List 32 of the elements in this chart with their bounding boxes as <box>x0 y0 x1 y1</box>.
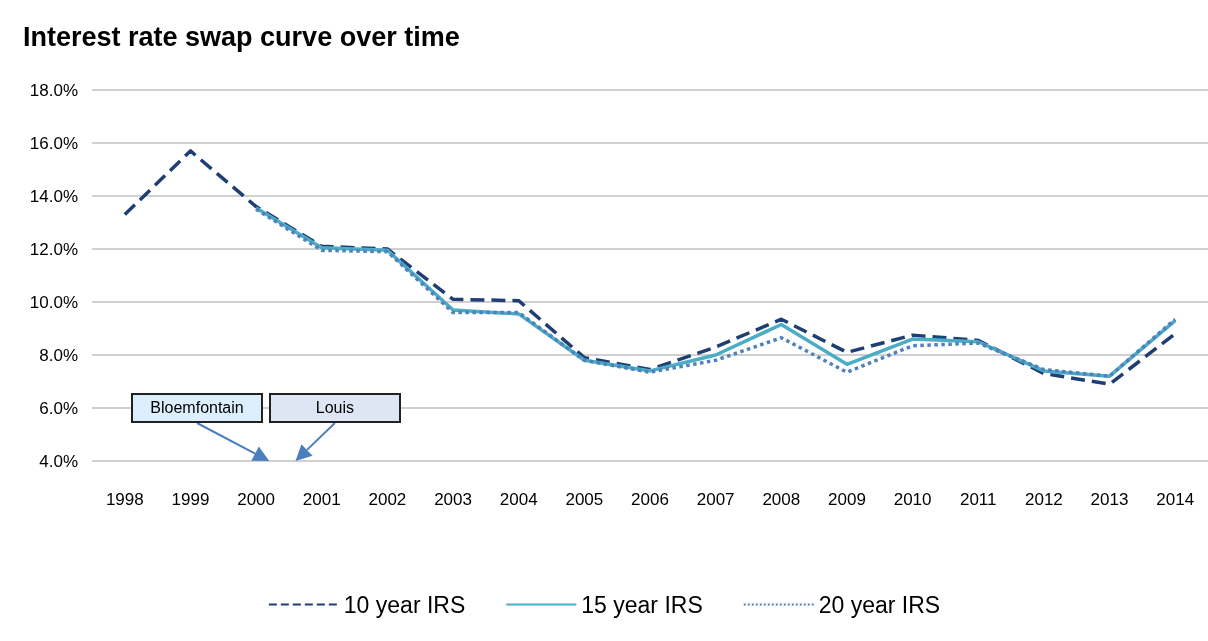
line-series <box>123 149 1177 386</box>
x-tick-label: 2002 <box>368 490 407 509</box>
y-tick-label: 10.0% <box>29 292 78 312</box>
y-tick-label: 18.0% <box>29 80 78 100</box>
x-tick-label: 2006 <box>631 490 669 509</box>
x-tick-label: 2009 <box>828 490 866 509</box>
y-tick-label: 6.0% <box>39 398 78 418</box>
y-tick-label: 16.0% <box>29 133 78 153</box>
chart-title: Interest rate swap curve over time <box>23 21 460 52</box>
x-tick-label: 2004 <box>499 490 538 509</box>
legend-label: 20 year IRS <box>818 591 941 618</box>
y-tick-label: 4.0% <box>39 451 78 471</box>
x-tick-label: 2007 <box>696 490 735 509</box>
y-tick-label: 14.0% <box>29 186 78 206</box>
x-tick-label: 1998 <box>105 490 144 509</box>
legend-label: 10 year IRS <box>343 591 466 618</box>
y-tick-label: 8.0% <box>39 345 78 365</box>
x-tick-label: 2011 <box>959 490 997 509</box>
x-tick-label: 2000 <box>237 490 276 509</box>
legend-label: 15 year IRS <box>581 591 703 618</box>
x-tick-label: 2008 <box>762 490 801 509</box>
x-tick-label: 1999 <box>171 490 210 509</box>
x-tick-label: 2005 <box>565 490 604 509</box>
x-tick-label: 2003 <box>434 490 472 509</box>
x-tick-label: 2013 <box>1090 490 1129 509</box>
text-box: Bloemfontain <box>131 393 264 423</box>
x-tick-label: 2012 <box>1024 490 1063 509</box>
y-tick-label: 12.0% <box>29 239 78 259</box>
x-tick-label: 2010 <box>893 490 932 509</box>
x-tick-label: 2001 <box>302 490 341 509</box>
x-tick-label: 2014 <box>1156 490 1195 509</box>
text-box: Louis <box>268 393 401 423</box>
